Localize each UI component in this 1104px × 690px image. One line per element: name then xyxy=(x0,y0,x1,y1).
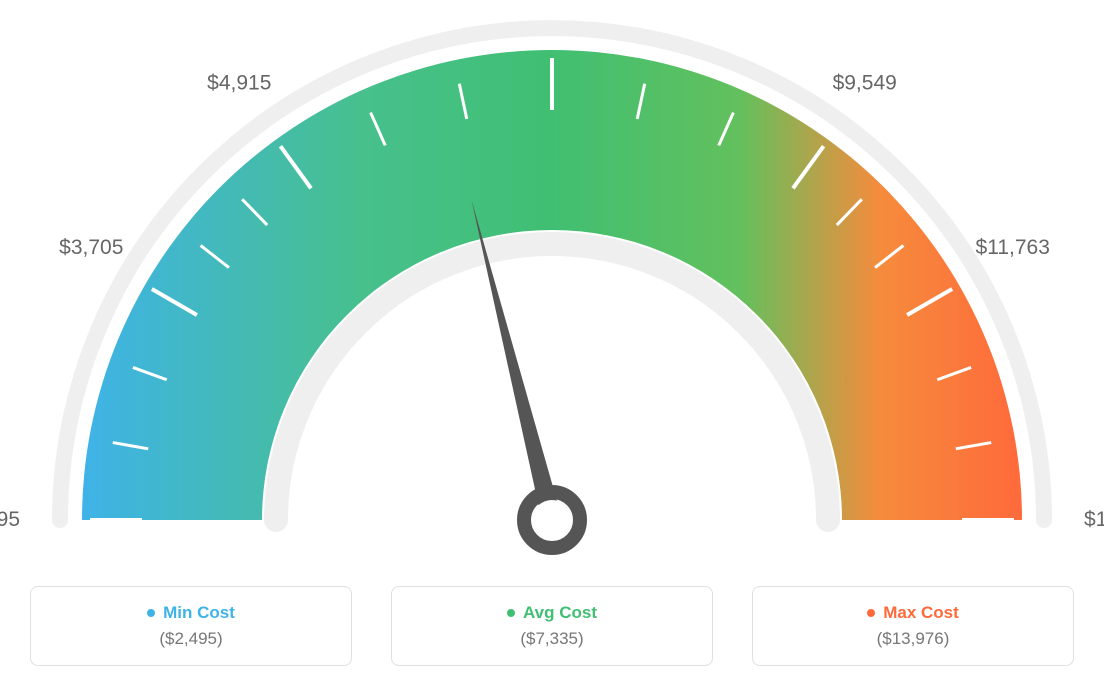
svg-text:$9,549: $9,549 xyxy=(833,72,897,95)
svg-text:$3,705: $3,705 xyxy=(59,236,123,259)
svg-text:$13,976: $13,976 xyxy=(1084,508,1104,531)
legend-avg-value: ($7,335) xyxy=(520,629,583,649)
dot-avg xyxy=(507,609,515,617)
legend-row: Min Cost ($2,495) Avg Cost ($7,335) Max … xyxy=(0,586,1104,666)
dot-max xyxy=(867,609,875,617)
svg-text:$11,763: $11,763 xyxy=(976,236,1050,259)
legend-max-value: ($13,976) xyxy=(877,629,950,649)
legend-card-min: Min Cost ($2,495) xyxy=(30,586,352,666)
cost-gauge: $2,495$3,705$4,915$7,335$9,549$11,763$13… xyxy=(0,0,1104,570)
legend-card-avg: Avg Cost ($7,335) xyxy=(391,586,713,666)
legend-max-label: Max Cost xyxy=(883,603,959,623)
dot-min xyxy=(147,609,155,617)
svg-text:$2,495: $2,495 xyxy=(0,508,20,531)
legend-min-value: ($2,495) xyxy=(159,629,222,649)
legend-min-label: Min Cost xyxy=(163,603,235,623)
legend-avg-label: Avg Cost xyxy=(523,603,597,623)
legend-card-max: Max Cost ($13,976) xyxy=(752,586,1074,666)
svg-text:$4,915: $4,915 xyxy=(207,72,271,95)
